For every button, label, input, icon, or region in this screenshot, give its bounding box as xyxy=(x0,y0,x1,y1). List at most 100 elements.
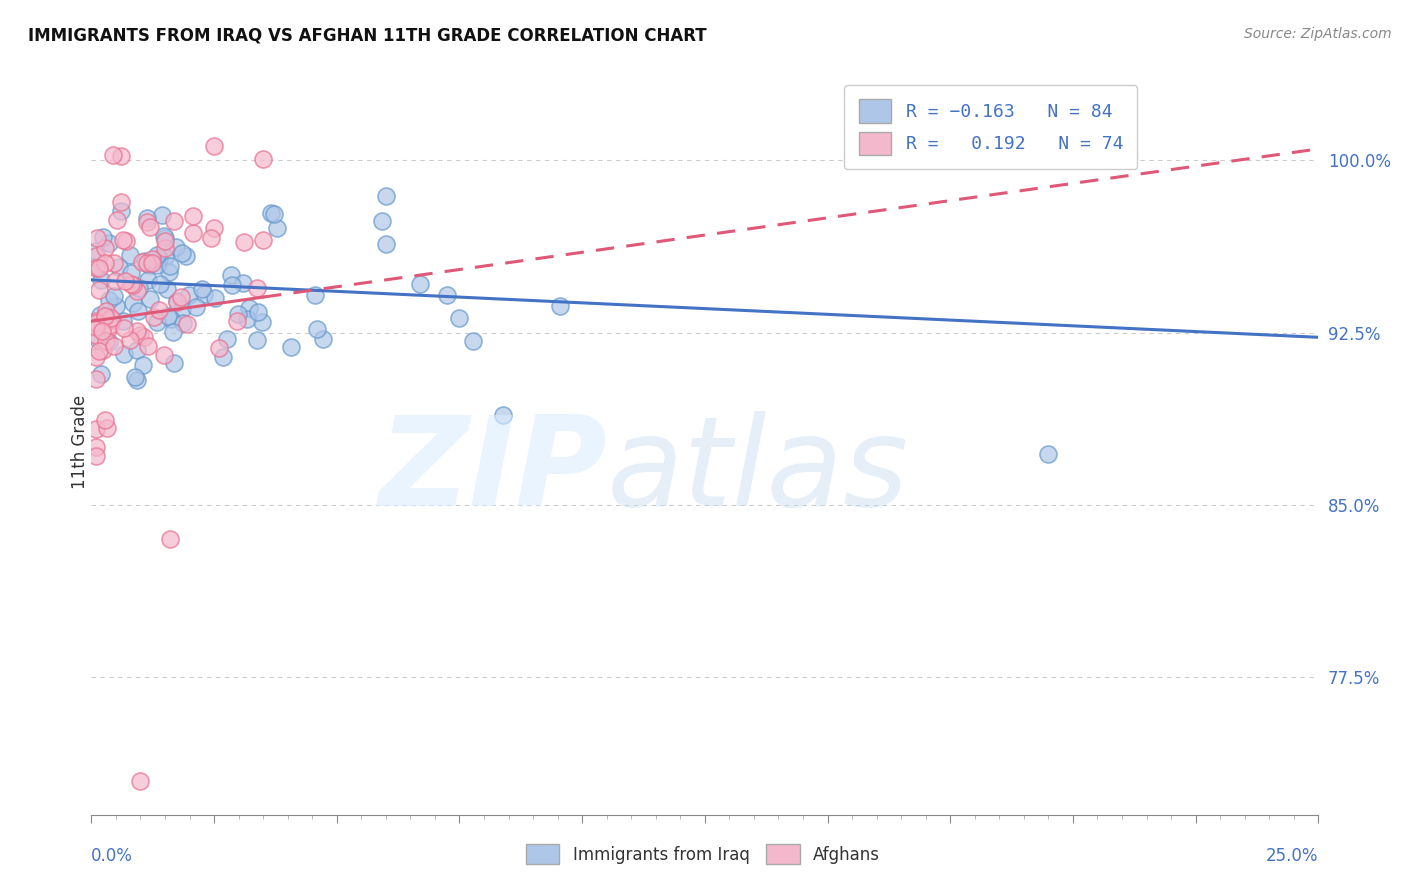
Point xyxy=(89,308,111,322)
Point xyxy=(114,321,136,335)
Point xyxy=(120,277,142,291)
Text: Source: ZipAtlas.com: Source: ZipAtlas.com xyxy=(1244,27,1392,41)
Point xyxy=(103,289,125,303)
Point xyxy=(128,280,150,294)
Point xyxy=(84,260,107,275)
Point xyxy=(148,251,170,265)
Point xyxy=(84,372,107,386)
Point xyxy=(129,773,152,788)
Point xyxy=(112,314,135,328)
Point xyxy=(94,256,117,270)
Point xyxy=(312,332,335,346)
Point xyxy=(160,312,183,326)
Point xyxy=(250,315,273,329)
Point xyxy=(136,273,159,287)
Point xyxy=(143,310,166,324)
Point xyxy=(134,253,156,268)
Point xyxy=(193,287,215,301)
Point xyxy=(548,299,571,313)
Point xyxy=(110,194,132,209)
Point xyxy=(84,249,107,263)
Point xyxy=(84,449,107,463)
Point xyxy=(252,152,274,166)
Point xyxy=(129,328,152,343)
Point xyxy=(87,260,110,275)
Point xyxy=(112,347,135,361)
Point xyxy=(136,339,159,353)
Point xyxy=(146,248,169,262)
Point xyxy=(181,226,204,240)
Point xyxy=(94,310,117,324)
Point xyxy=(141,252,163,267)
Point xyxy=(436,287,458,301)
Point xyxy=(371,214,394,228)
Point xyxy=(184,301,207,315)
Point xyxy=(172,246,194,260)
Point xyxy=(94,303,117,318)
Point xyxy=(114,274,136,288)
Point xyxy=(136,211,159,225)
Point xyxy=(105,212,128,227)
Point xyxy=(204,139,226,153)
Text: 0.0%: 0.0% xyxy=(91,847,134,865)
Point xyxy=(156,283,179,297)
Point xyxy=(204,291,226,305)
Point xyxy=(159,533,181,547)
Point xyxy=(174,248,197,262)
Point xyxy=(125,372,148,386)
Point xyxy=(84,327,107,342)
Text: atlas: atlas xyxy=(606,411,908,533)
Point xyxy=(115,234,138,248)
Point xyxy=(118,248,141,262)
Point xyxy=(233,235,256,249)
Point xyxy=(125,343,148,358)
Text: IMMIGRANTS FROM IRAQ VS AFGHAN 11TH GRADE CORRELATION CHART: IMMIGRANTS FROM IRAQ VS AFGHAN 11TH GRAD… xyxy=(28,27,707,45)
Point xyxy=(211,350,233,364)
Point xyxy=(1038,447,1060,461)
Point xyxy=(93,413,115,427)
Point xyxy=(90,273,112,287)
Point xyxy=(156,310,179,324)
Point xyxy=(110,203,132,218)
Point xyxy=(110,149,132,163)
Point xyxy=(103,339,125,353)
Point xyxy=(98,293,121,307)
Point xyxy=(449,311,471,326)
Point xyxy=(280,340,302,354)
Point xyxy=(104,274,127,288)
Point xyxy=(409,277,432,291)
Point xyxy=(304,287,326,301)
Point xyxy=(226,307,249,321)
Point xyxy=(375,236,398,251)
Point xyxy=(170,290,193,304)
Point xyxy=(136,256,159,270)
Point xyxy=(87,343,110,358)
Point xyxy=(103,256,125,270)
Point xyxy=(246,333,269,347)
Point xyxy=(138,258,160,272)
Point xyxy=(177,288,200,302)
Point xyxy=(232,276,254,290)
Point xyxy=(166,294,188,309)
Point xyxy=(132,330,155,344)
Point xyxy=(96,420,118,434)
Point xyxy=(97,334,120,349)
Point xyxy=(98,318,121,332)
Point xyxy=(219,268,242,282)
Point xyxy=(101,313,124,327)
Point xyxy=(153,234,176,248)
Point xyxy=(159,259,181,273)
Point xyxy=(132,358,155,372)
Point xyxy=(124,370,146,384)
Point xyxy=(127,284,149,298)
Point xyxy=(97,321,120,335)
Point xyxy=(162,325,184,339)
Point xyxy=(121,277,143,292)
Point xyxy=(374,188,396,202)
Point xyxy=(90,324,112,338)
Point xyxy=(266,220,288,235)
Point xyxy=(101,148,124,162)
Point xyxy=(172,301,194,316)
Point xyxy=(246,281,269,295)
Point xyxy=(131,254,153,268)
